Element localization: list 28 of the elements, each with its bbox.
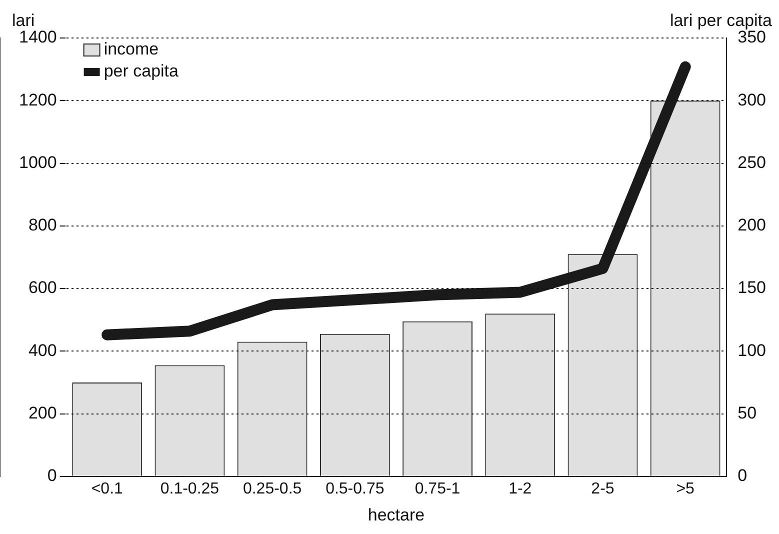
x-tick-label: 0.75-1 <box>414 480 460 498</box>
y2-tick-label: 250 <box>738 152 766 172</box>
y-tick-label: 1200 <box>18 90 57 110</box>
x-axis-title: hectare <box>368 505 425 524</box>
y2-tick-label: 300 <box>738 90 766 110</box>
y-tick-label: 200 <box>28 403 57 422</box>
y2-tick-label: 150 <box>738 278 766 298</box>
y-tick-label: 1400 <box>18 28 57 47</box>
x-tick-label: 0.25-0.5 <box>242 480 302 498</box>
legend-label: income <box>104 40 159 59</box>
y-tick-label: 0 <box>47 466 57 486</box>
y2-tick-label: 200 <box>738 216 766 235</box>
x-tick-label: 0.1-0.25 <box>160 480 220 498</box>
y-tick-label: 800 <box>28 216 57 235</box>
legend-label: per capita <box>104 62 180 81</box>
y2-axis-title: lari per capita <box>670 11 773 30</box>
x-tick-label: 1-2 <box>508 480 532 498</box>
y2-tick-label: 50 <box>738 403 757 422</box>
y-tick-label: 400 <box>28 340 57 360</box>
y2-tick-label: 100 <box>738 340 766 360</box>
y2-tick-label: 0 <box>738 466 748 486</box>
x-tick-label: >5 <box>676 480 695 498</box>
x-tick-label: <0.1 <box>91 480 124 498</box>
x-tick-label: 2-5 <box>591 480 614 498</box>
y-tick-label: 600 <box>28 278 57 298</box>
y-axis-title: lari <box>12 11 35 30</box>
y-tick-label: 1000 <box>18 152 57 172</box>
x-tick-label: 0.5-0.75 <box>326 480 384 498</box>
